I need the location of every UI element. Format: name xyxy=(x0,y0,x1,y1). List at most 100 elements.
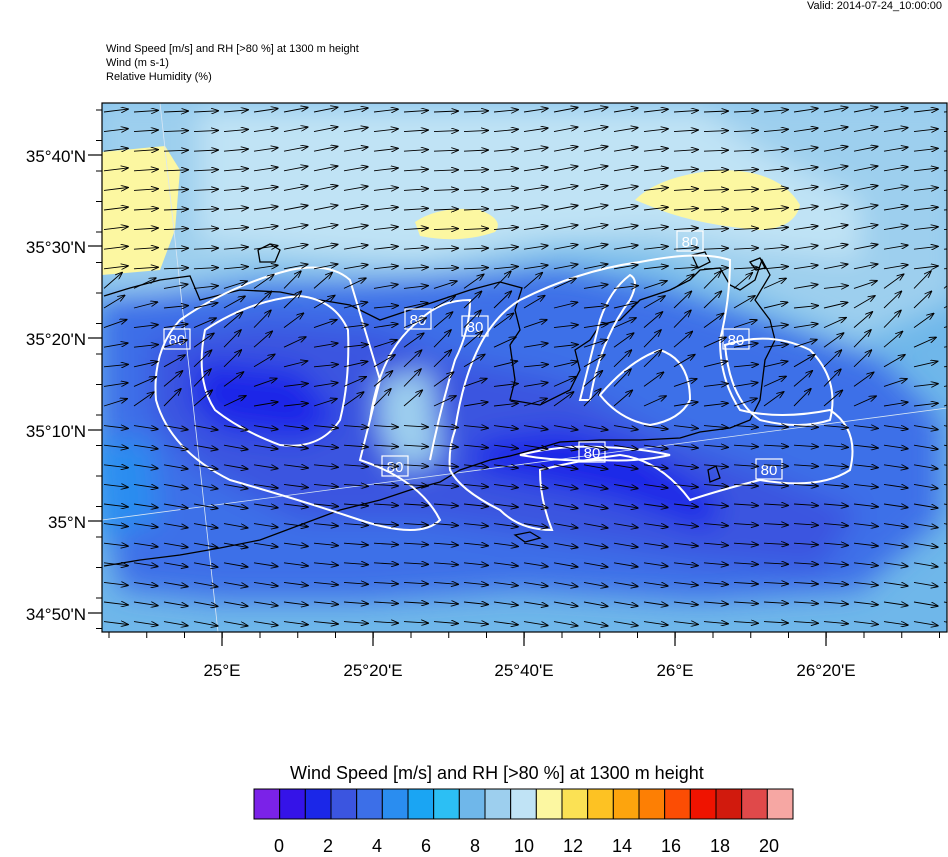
wind-arrow xyxy=(913,246,938,249)
wind-arrow xyxy=(613,542,638,547)
wind-arrow xyxy=(493,149,518,151)
wind-arrow xyxy=(703,426,728,428)
wind-arrow xyxy=(433,150,458,151)
wind-arrow xyxy=(553,108,578,113)
wind-arrow xyxy=(643,445,668,449)
wind-arrow xyxy=(913,581,938,586)
wind-arrow xyxy=(103,168,128,171)
wind-arrow xyxy=(223,444,248,449)
wind-arrow xyxy=(253,148,278,152)
wind-arrow xyxy=(613,523,638,528)
wind-arrow xyxy=(823,186,848,191)
wind-arrow xyxy=(283,543,308,546)
wind-arrow xyxy=(103,343,128,348)
wind-arrow xyxy=(853,543,878,546)
wind-arrow xyxy=(313,343,338,348)
wind-arrow xyxy=(763,465,788,466)
wind-arrow xyxy=(133,302,157,309)
wind-arrow xyxy=(553,562,578,567)
wind-arrow xyxy=(673,274,694,289)
wind-arrow xyxy=(853,264,878,270)
wind-arrow xyxy=(373,168,398,171)
wind-arrow xyxy=(853,127,878,133)
wind-arrow xyxy=(703,384,728,387)
wind-arrow xyxy=(853,147,878,152)
colorbar-swatch xyxy=(381,788,409,820)
wind-arrow xyxy=(913,148,938,151)
wind-arrow xyxy=(163,444,188,449)
wind-arrow xyxy=(613,318,636,329)
contour-label-text: 80 xyxy=(387,459,404,476)
wind-arrow xyxy=(613,464,638,469)
wind-arrow xyxy=(613,147,638,152)
wind-arrow xyxy=(883,582,908,586)
wind-arrow xyxy=(643,372,663,387)
wind-arrow xyxy=(433,484,458,486)
wind-arrow xyxy=(523,343,548,348)
wind-arrow xyxy=(193,425,218,430)
wind-arrow xyxy=(373,371,392,387)
wind-arrow xyxy=(913,503,938,508)
wind-arrow xyxy=(793,226,818,231)
wind-arrow xyxy=(823,350,841,368)
wind-arrow xyxy=(643,109,668,112)
wind-arrow xyxy=(433,312,452,328)
lon-label: 25°E xyxy=(203,661,240,680)
wind-arrow xyxy=(133,110,158,112)
wind-arrow xyxy=(133,542,158,547)
wind-arrow xyxy=(343,128,368,133)
wind-arrow xyxy=(193,303,217,309)
wind-arrow xyxy=(433,209,458,210)
wind-arrow xyxy=(523,621,548,626)
wind-arrow xyxy=(883,465,908,469)
wind-arrow xyxy=(673,582,698,585)
wind-arrow xyxy=(913,523,938,528)
wind-arrow xyxy=(253,275,274,289)
wind-arrow xyxy=(583,355,605,368)
wind-arrow xyxy=(403,504,428,506)
wind-arrow xyxy=(223,425,248,430)
wind-arrow xyxy=(223,129,248,131)
wind-arrow xyxy=(253,581,278,586)
wind-arrow xyxy=(223,503,248,508)
wind-arrow xyxy=(103,602,128,605)
wind-arrow xyxy=(583,205,608,211)
colorbar-swatch xyxy=(561,788,589,820)
colorbar-swatch xyxy=(689,788,717,820)
wind-arrow xyxy=(883,563,908,567)
wind-arrow xyxy=(673,110,698,112)
wind-arrow xyxy=(523,444,548,449)
wind-arrow xyxy=(103,543,128,546)
wind-arrow xyxy=(823,264,848,270)
wind-arrow xyxy=(103,364,128,366)
wind-arrow xyxy=(223,169,248,171)
wind-arrow xyxy=(223,483,248,488)
wind-arrow xyxy=(163,371,182,387)
wind-arrow xyxy=(733,228,758,229)
wind-arrow xyxy=(343,392,364,407)
wind-arrow xyxy=(193,228,218,229)
wind-arrow xyxy=(643,350,661,368)
wind-arrow xyxy=(523,265,548,270)
wind-arrow xyxy=(643,396,666,407)
wind-arrow xyxy=(703,248,728,249)
wind-arrow xyxy=(283,313,303,328)
colorbar-swatch xyxy=(356,788,383,820)
wind-arrow xyxy=(223,372,243,387)
header-rh: Relative Humidity (%) xyxy=(106,71,212,83)
wind-arrow xyxy=(313,399,337,407)
wind-arrow xyxy=(253,109,278,113)
wind-arrow xyxy=(913,361,937,368)
wind-arrow xyxy=(673,332,692,348)
wind-arrow xyxy=(253,331,272,348)
wind-arrow xyxy=(403,267,428,269)
lat-label: 35°10'N xyxy=(26,422,86,441)
wind-arrow xyxy=(763,247,788,249)
wind-arrow xyxy=(343,226,368,231)
wind-arrow xyxy=(643,602,668,606)
wind-arrow xyxy=(583,483,608,488)
wind-arrow xyxy=(883,128,908,133)
wind-arrow xyxy=(643,281,667,289)
wind-arrow xyxy=(733,622,758,624)
